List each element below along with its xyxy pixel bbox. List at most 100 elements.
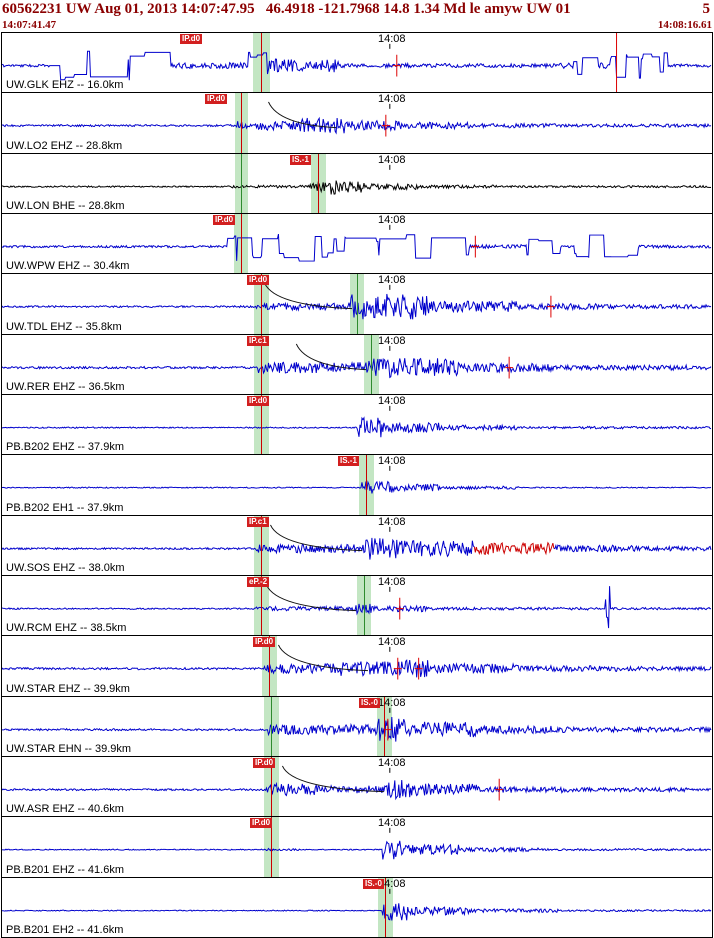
minute-label: 14:08	[378, 274, 406, 287]
waveform-trace[interactable]	[2, 516, 712, 575]
trace-panels: IP.d0 14:08 UW.GLK EHZ -- 16.0km IP.d0 14:08…	[1, 32, 713, 938]
trace-panel: IP.d0 14:08 PB.B201 EHZ -- 41.6km	[2, 817, 712, 878]
traveltime-curve	[266, 584, 357, 612]
waveform-trace[interactable]	[2, 697, 712, 756]
pick-time-line	[385, 877, 386, 937]
minute-label: 14:08	[378, 696, 406, 709]
phase-pick-flag[interactable]: IP.d0	[205, 94, 228, 105]
phase-pick-flag[interactable]: IP.d0	[247, 275, 270, 286]
waveform-trace[interactable]	[2, 274, 712, 333]
phase-pick-flag[interactable]: IS.-1	[290, 154, 311, 165]
waveform-trace[interactable]	[2, 455, 712, 514]
phase-pick-flag[interactable]: IP.d0	[247, 395, 270, 406]
trace-line	[2, 117, 712, 135]
station-label: PB.B201 EH2 -- 41.6km	[6, 923, 124, 936]
traveltime-curve	[268, 102, 337, 129]
minute-label: 14:08	[378, 213, 406, 226]
trace-panel: IP.d0 14:08 UW.TDL EHZ -- 35.8km	[2, 274, 712, 335]
trace-line	[2, 779, 712, 801]
pick-time-line	[366, 455, 367, 515]
waveform-trace[interactable]	[2, 576, 712, 635]
pick-time-line	[241, 153, 242, 213]
pick-time-line	[241, 213, 242, 274]
phase-pick-flag[interactable]: IP.d0	[253, 757, 276, 768]
trace-panel: IP.c1 14:08 UW.SOS EHZ -- 38.0km	[2, 515, 712, 576]
trace-line	[2, 233, 712, 262]
trace-line	[473, 541, 555, 555]
trace-panel: IS.-0 14:08 PB.B201 EH2 -- 41.6km	[2, 877, 712, 937]
pick-time-line	[318, 153, 319, 213]
pick-time-line	[261, 33, 262, 93]
waveform-trace[interactable]	[2, 817, 712, 876]
traveltime-curve	[281, 765, 384, 793]
phase-pick-flag[interactable]: IP.c1	[247, 516, 269, 527]
trace-line	[2, 480, 712, 494]
phase-pick-flag[interactable]: IS.-0	[359, 697, 380, 708]
minute-label: 14:08	[378, 515, 406, 528]
trace-panel: IP.d0 14:08 UW.GLK EHZ -- 16.0km	[2, 33, 712, 94]
traveltime-curve	[295, 343, 366, 370]
minute-label: 14:08	[378, 455, 406, 468]
trace-line	[2, 357, 712, 378]
times-row: 14:07:41.47 14:08:16.61	[0, 19, 714, 33]
pick-time-line	[364, 575, 365, 636]
minute-label: 14:08	[378, 877, 406, 890]
minute-label: 14:08	[378, 394, 406, 407]
trace-line	[2, 50, 712, 81]
waveform-trace[interactable]	[2, 33, 712, 93]
trace-line	[2, 716, 712, 742]
trace-line	[2, 416, 712, 438]
trace-panel: IP.d0 14:08 UW.LO2 EHZ -- 28.8km	[2, 93, 712, 154]
waveform-trace[interactable]	[2, 93, 712, 152]
phase-pick-flag[interactable]: IP.d0	[213, 214, 236, 225]
waveform-trace[interactable]	[2, 214, 712, 273]
minute-label: 14:08	[378, 636, 406, 649]
pick-time-line	[269, 636, 270, 696]
station-label: UW.GLK EHZ -- 16.0km	[6, 79, 124, 92]
waveform-trace[interactable]	[2, 335, 712, 394]
pick-time-line	[261, 274, 262, 334]
phase-pick-flag[interactable]: IS.-0	[363, 878, 384, 889]
waveform-trace[interactable]	[2, 395, 712, 454]
station-label: UW.TDL EHZ -- 35.8km	[6, 320, 122, 333]
station-label: UW.STAR EHN -- 39.9km	[6, 742, 132, 755]
station-label: UW.LON BHE -- 28.8km	[6, 199, 125, 212]
phase-pick-flag[interactable]: IP.d0	[250, 818, 273, 829]
window-end-time: 14:08:16.61	[657, 19, 712, 31]
trace-line	[2, 840, 712, 860]
phase-pick-flag[interactable]: eP.-2	[247, 576, 270, 587]
minute-label: 14:08	[378, 817, 406, 830]
minute-label: 14:08	[378, 93, 406, 106]
waveform-trace[interactable]	[2, 154, 712, 213]
waveform-trace[interactable]	[2, 757, 712, 816]
pick-time-line	[261, 394, 262, 455]
trace-line	[2, 294, 712, 320]
trace-panel: IS.-1 14:08 UW.LON BHE -- 28.8km	[2, 153, 712, 214]
trace-line	[2, 180, 712, 195]
minute-label: 14:08	[378, 33, 406, 45]
pick-time-line	[384, 696, 385, 756]
trace-line	[2, 902, 712, 921]
waveform-trace[interactable]	[2, 636, 712, 695]
minute-label: 14:08	[378, 334, 406, 347]
title-row: 60562231 UW Aug 01, 2013 14:07:47.95 46.…	[0, 0, 714, 19]
trace-line	[2, 537, 475, 560]
phase-pick-flag[interactable]: IP.d0	[253, 637, 276, 648]
waveform-trace[interactable]	[2, 878, 712, 937]
traveltime-curve	[264, 282, 353, 310]
station-count: 5	[702, 1, 711, 17]
station-label: UW.LO2 EHZ -- 28.8km	[6, 139, 123, 152]
phase-pick-flag[interactable]: IP.d0	[180, 34, 203, 44]
station-label: UW.ASR EHZ -- 40.6km	[6, 803, 124, 816]
station-label: PB.B201 EHZ -- 41.6km	[6, 863, 124, 876]
traveltime-curve	[277, 644, 368, 672]
pick-time-line	[271, 817, 272, 877]
trace-line	[2, 586, 712, 629]
phase-pick-flag[interactable]: IP.c1	[247, 335, 269, 346]
trace-panel: eP.-2 14:08 UW.RCM EHZ -- 38.5km	[2, 575, 712, 637]
phase-pick-flag[interactable]: IS.-1	[338, 456, 359, 467]
minute-label: 14:08	[378, 153, 406, 166]
traveltime-curve	[270, 524, 362, 551]
pick-time-line	[271, 756, 272, 817]
